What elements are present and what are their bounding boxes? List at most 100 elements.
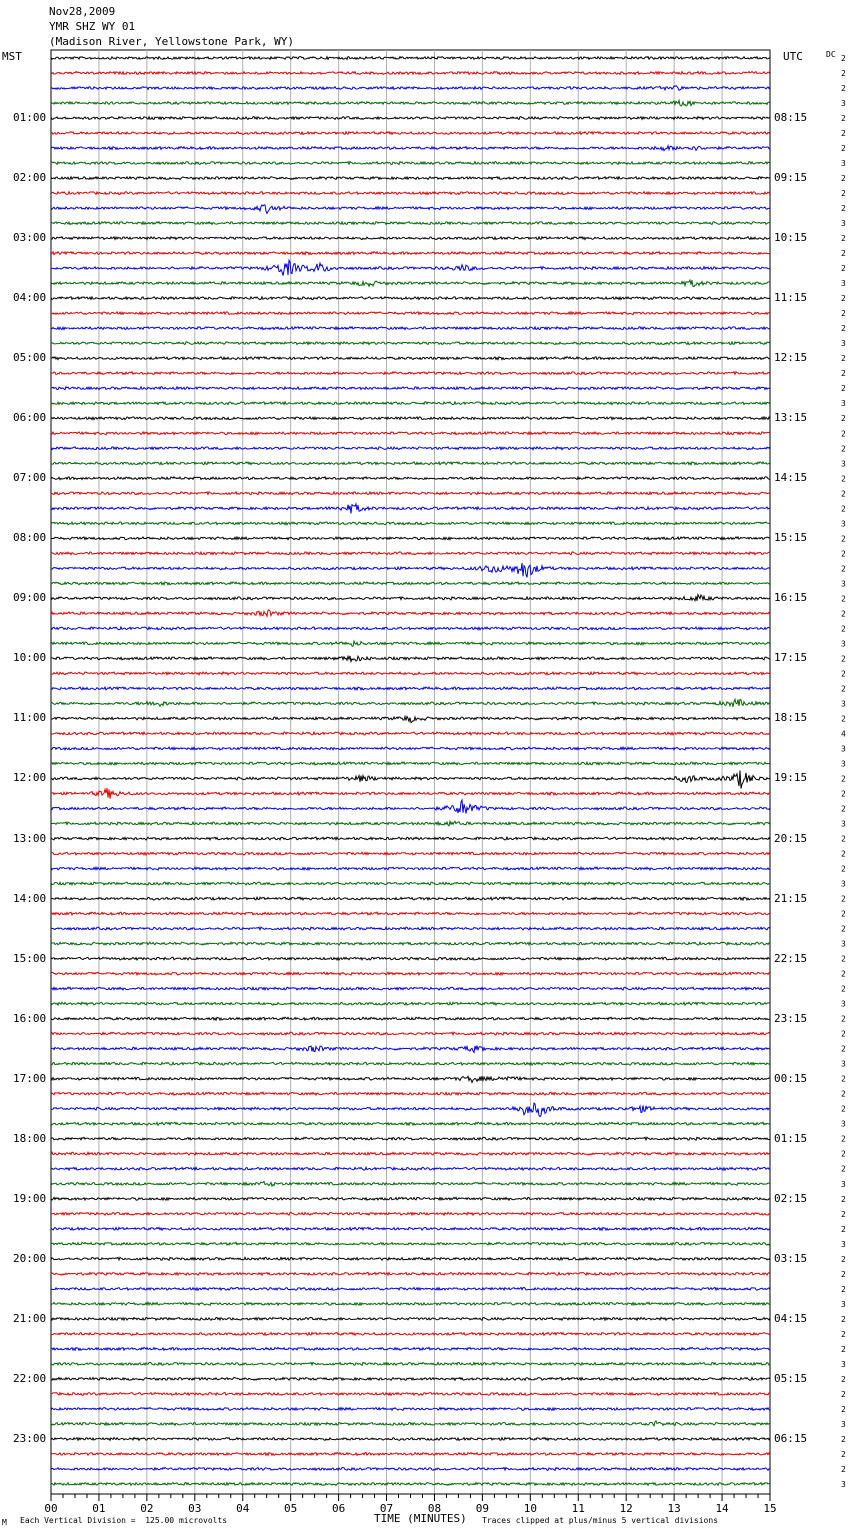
trace-41 <box>50 670 771 677</box>
left-hour-label: 17:00 <box>13 1071 47 1085</box>
trace-25 <box>50 430 771 436</box>
trace-75 <box>50 1180 771 1188</box>
trace-61 <box>50 970 771 977</box>
dc-offset-60: 2 <box>841 955 846 964</box>
dc-offset-49: 2 <box>841 789 846 798</box>
dc-offset-11: 3 <box>841 219 846 228</box>
dc-offset-95: 3 <box>841 1480 846 1489</box>
x-tick-label: 04 <box>236 1502 250 1515</box>
dc-offset-21: 2 <box>841 369 846 378</box>
dc-offset-81: 2 <box>841 1270 846 1279</box>
x-tick-label: 15 <box>763 1502 776 1515</box>
dc-offset-20: 2 <box>841 354 846 363</box>
dc-offset-74: 2 <box>841 1165 846 1174</box>
dc-offset-23: 3 <box>841 399 846 408</box>
trace-8 <box>50 175 771 181</box>
dc-offset-1: 2 <box>841 69 846 78</box>
dc-offset-3: 3 <box>841 99 846 108</box>
trace-54 <box>50 865 771 872</box>
trace-4 <box>50 115 771 121</box>
trace-58 <box>50 925 771 932</box>
trace-73 <box>50 1151 771 1157</box>
right-hour-label: 10:15 <box>774 231 808 245</box>
dc-offset-31: 3 <box>841 519 846 528</box>
trace-50 <box>50 798 771 814</box>
dc-offset-75: 3 <box>841 1180 846 1189</box>
x-tick-label: 09 <box>476 1502 489 1515</box>
dc-offset-44: 2 <box>841 714 846 723</box>
trace-47 <box>50 760 771 766</box>
dc-offset-80: 2 <box>841 1255 846 1264</box>
dc-offset-92: 2 <box>841 1435 846 1444</box>
dc-offset-70: 2 <box>841 1105 846 1114</box>
trace-34 <box>50 562 771 578</box>
trace-31 <box>50 521 771 526</box>
right-hour-label: 09:15 <box>774 171 808 185</box>
dc-offset-76: 2 <box>841 1195 846 1204</box>
trace-86 <box>50 1346 771 1352</box>
dc-offset-35: 3 <box>841 579 846 588</box>
dc-offset-79: 3 <box>841 1240 846 1249</box>
trace-45 <box>50 730 771 736</box>
right-hour-label: 23:15 <box>774 1011 808 1025</box>
plot-frame <box>50 49 771 1495</box>
trace-56 <box>50 896 771 902</box>
dc-offset-25: 2 <box>841 429 846 438</box>
trace-70 <box>50 1102 771 1118</box>
trace-91 <box>50 1420 771 1428</box>
dc-offset-65: 2 <box>841 1030 846 1039</box>
trace-81 <box>50 1271 771 1277</box>
dc-offset-38: 2 <box>841 624 846 633</box>
x-tick-label: 13 <box>668 1502 681 1515</box>
dc-offset-85: 2 <box>841 1330 846 1339</box>
left-hour-label: 13:00 <box>13 831 47 845</box>
right-hour-label: 18:15 <box>774 711 808 725</box>
left-hour-label: 08:00 <box>13 531 47 545</box>
dc-offset-59: 3 <box>841 940 846 949</box>
dc-offset-5: 2 <box>841 129 846 138</box>
trace-65 <box>50 1030 771 1037</box>
right-hour-label: 14:15 <box>774 471 808 485</box>
trace-87 <box>50 1361 771 1367</box>
x-tick-label: 12 <box>620 1502 633 1515</box>
dc-offset-33: 2 <box>841 549 846 558</box>
right-hour-label: 21:15 <box>774 891 808 905</box>
dc-offset-34: 2 <box>841 564 846 573</box>
left-hour-label: 05:00 <box>13 351 47 365</box>
trace-93 <box>50 1451 771 1457</box>
dc-offset-55: 3 <box>841 880 846 889</box>
dc-offset-12: 2 <box>841 234 846 243</box>
trace-79 <box>50 1241 771 1247</box>
dc-offset-32: 2 <box>841 534 846 543</box>
trace-14 <box>50 258 771 276</box>
header-station: YMR SHZ WY 01 <box>49 20 136 33</box>
dc-offset-14: 2 <box>841 264 846 273</box>
header-location: (Madison River, Yellowstone Park, WY) <box>49 35 295 48</box>
x-tick-label: 03 <box>188 1502 201 1515</box>
left-hour-label: 14:00 <box>13 891 47 905</box>
trace-84 <box>50 1316 771 1322</box>
dc-offset-39: 3 <box>841 639 846 648</box>
left-hour-label: 03:00 <box>13 231 47 245</box>
trace-83 <box>50 1301 771 1307</box>
dc-offset-56: 2 <box>841 895 846 904</box>
trace-82 <box>50 1286 771 1292</box>
trace-68 <box>50 1074 771 1084</box>
trace-13 <box>50 250 771 256</box>
right-hour-label: 22:15 <box>774 951 808 965</box>
trace-78 <box>50 1226 771 1232</box>
trace-27 <box>50 460 771 466</box>
trace-10 <box>50 204 771 215</box>
dc-offset-66: 2 <box>841 1045 846 1054</box>
dc-offset-15: 3 <box>841 279 846 288</box>
right-hour-label: 02:15 <box>774 1191 808 1205</box>
trace-40 <box>50 654 771 664</box>
right-hour-label: 00:15 <box>774 1071 808 1085</box>
dc-offset-41: 2 <box>841 669 846 678</box>
trace-90 <box>50 1406 771 1412</box>
trace-32 <box>50 535 771 541</box>
dc-label: DC <box>826 50 836 59</box>
dc-offset-27: 3 <box>841 459 846 468</box>
trace-46 <box>50 745 771 751</box>
dc-offset-42: 2 <box>841 684 846 693</box>
